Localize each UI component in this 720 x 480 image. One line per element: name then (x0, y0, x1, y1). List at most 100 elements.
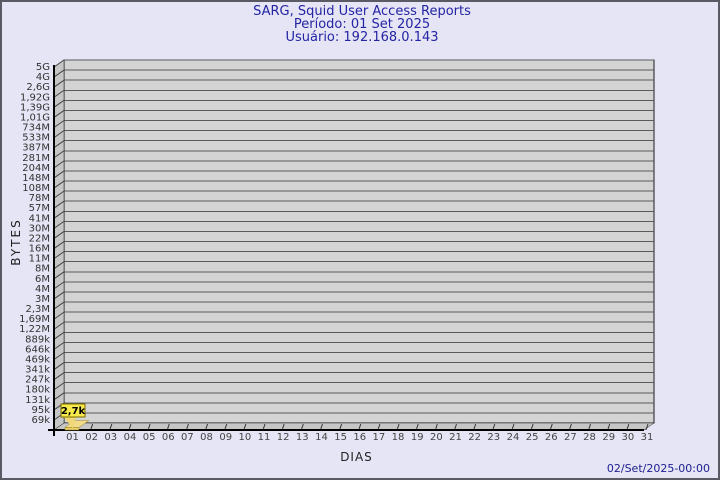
y-tick-label: 1,01G (20, 112, 50, 123)
y-tick (53, 341, 65, 350)
y-tick (53, 130, 65, 139)
y-tick-label: 2,3M (25, 304, 50, 315)
x-tick-label: 28 (583, 432, 596, 443)
y-tick-label: 8M (35, 264, 50, 275)
x-tick-label: 01 (66, 432, 79, 443)
x-tick-label: 03 (104, 432, 117, 443)
generated-timestamp: 02/Set/2025-00:00 (606, 462, 710, 475)
x-tick-label: 10 (238, 432, 251, 443)
y-tick (53, 150, 65, 159)
bar-front-face (64, 427, 80, 431)
y-tick-label: 78M (29, 193, 50, 204)
y-tick (53, 110, 65, 118)
x-axis-title: DIAS (340, 450, 373, 464)
y-tick-label: 734M (22, 123, 50, 134)
x-tick-label: 23 (487, 432, 500, 443)
y-tick-label: 131k (25, 395, 50, 406)
x-tick-label: 07 (181, 432, 194, 443)
y-tick (53, 140, 65, 149)
y-tick (53, 372, 65, 381)
y-tick (53, 291, 65, 300)
x-tick-label: 26 (545, 432, 558, 443)
x-tick-label: 02 (85, 432, 98, 443)
x-tick-label: 27 (564, 432, 577, 443)
y-tick (53, 271, 65, 280)
y-tick-label: 4G (36, 72, 50, 83)
y-tick-label: 341k (25, 365, 50, 376)
x-tick-label: 15 (334, 432, 347, 443)
y-tick-label: 1,92G (20, 92, 50, 103)
x-tick-label: 05 (143, 432, 156, 443)
y-tick-label: 1,69M (19, 314, 50, 325)
y-tick-label: 646k (25, 344, 50, 355)
x-tick-label: 08 (200, 432, 213, 443)
y-tick-label: 69k (31, 415, 50, 426)
y-tick-label: 889k (25, 334, 50, 345)
y-tick-label: 41M (29, 213, 50, 224)
y-tick (53, 200, 65, 209)
y-tick-label: 387M (22, 143, 50, 154)
x-tick-label: 22 (468, 432, 481, 443)
y-tick (53, 352, 65, 360)
x-tick-label: 30 (621, 432, 634, 443)
x-tick-label: 21 (449, 432, 462, 443)
x-tick-label: 24 (507, 432, 520, 443)
y-tick (53, 301, 65, 310)
x-tick-label: 16 (353, 432, 366, 443)
y-tick-label: 204M (22, 163, 50, 174)
y-tick-label: 4M (35, 284, 50, 295)
x-tick-label: 20 (430, 432, 443, 443)
y-tick (53, 362, 65, 370)
y-tick-label: 95k (31, 405, 50, 416)
y-tick (53, 382, 65, 391)
y-tick (53, 220, 65, 229)
x-tick-label: 14 (315, 432, 328, 443)
x-tick-label: 17 (373, 432, 386, 443)
y-tick (53, 231, 65, 239)
x-tick-label: 29 (602, 432, 615, 443)
y-tick (53, 190, 65, 199)
y-tick-label: 148M (22, 173, 50, 184)
x-tick-label: 25 (526, 432, 539, 443)
y-tick (53, 79, 65, 88)
x-tick-label: 09 (219, 432, 232, 443)
y-tick (53, 170, 65, 179)
x-tick-label: 06 (162, 432, 175, 443)
x-tick-label: 11 (258, 432, 271, 443)
y-tick (53, 99, 65, 108)
y-tick (53, 59, 65, 68)
chart-header: SARG, Squid User Access Reports Período:… (2, 4, 718, 45)
annotation-pointer (63, 417, 76, 429)
y-tick-label: 281M (22, 153, 50, 164)
y-tick-label: 1,22M (19, 324, 50, 335)
chart-user: Usuário: 192.168.0.143 (285, 30, 439, 45)
y-tick-label: 3M (35, 294, 50, 305)
y-tick (53, 331, 65, 340)
y-tick-label: 6M (35, 274, 50, 285)
y-tick-label: 1,39G (20, 102, 50, 113)
y-tick (53, 281, 65, 290)
y-tick (53, 120, 65, 128)
y-tick-label: 180k (25, 385, 50, 396)
y-tick-label: 533M (22, 133, 50, 144)
y-tick (53, 160, 65, 169)
y-tick-label: 2,6G (26, 82, 50, 93)
y-tick (53, 180, 65, 189)
y-tick (53, 241, 65, 249)
x-tick-label: 31 (641, 432, 654, 443)
y-tick-label: 11M (29, 254, 50, 265)
x-tick (645, 423, 649, 431)
chart-period: Período: 01 Set 2025 (293, 17, 431, 32)
annotation-box (60, 403, 86, 418)
x-tick-label: 18 (392, 432, 405, 443)
y-tick-label: 5G (36, 62, 50, 73)
y-tick-label: 16M (29, 244, 50, 255)
y-tick (53, 210, 65, 219)
y-tick-label: 22M (29, 233, 50, 244)
chart-title: SARG, Squid User Access Reports (253, 4, 471, 19)
y-tick (53, 261, 65, 270)
x-tick-label: 12 (277, 432, 290, 443)
x-tick-label: 19 (411, 432, 424, 443)
